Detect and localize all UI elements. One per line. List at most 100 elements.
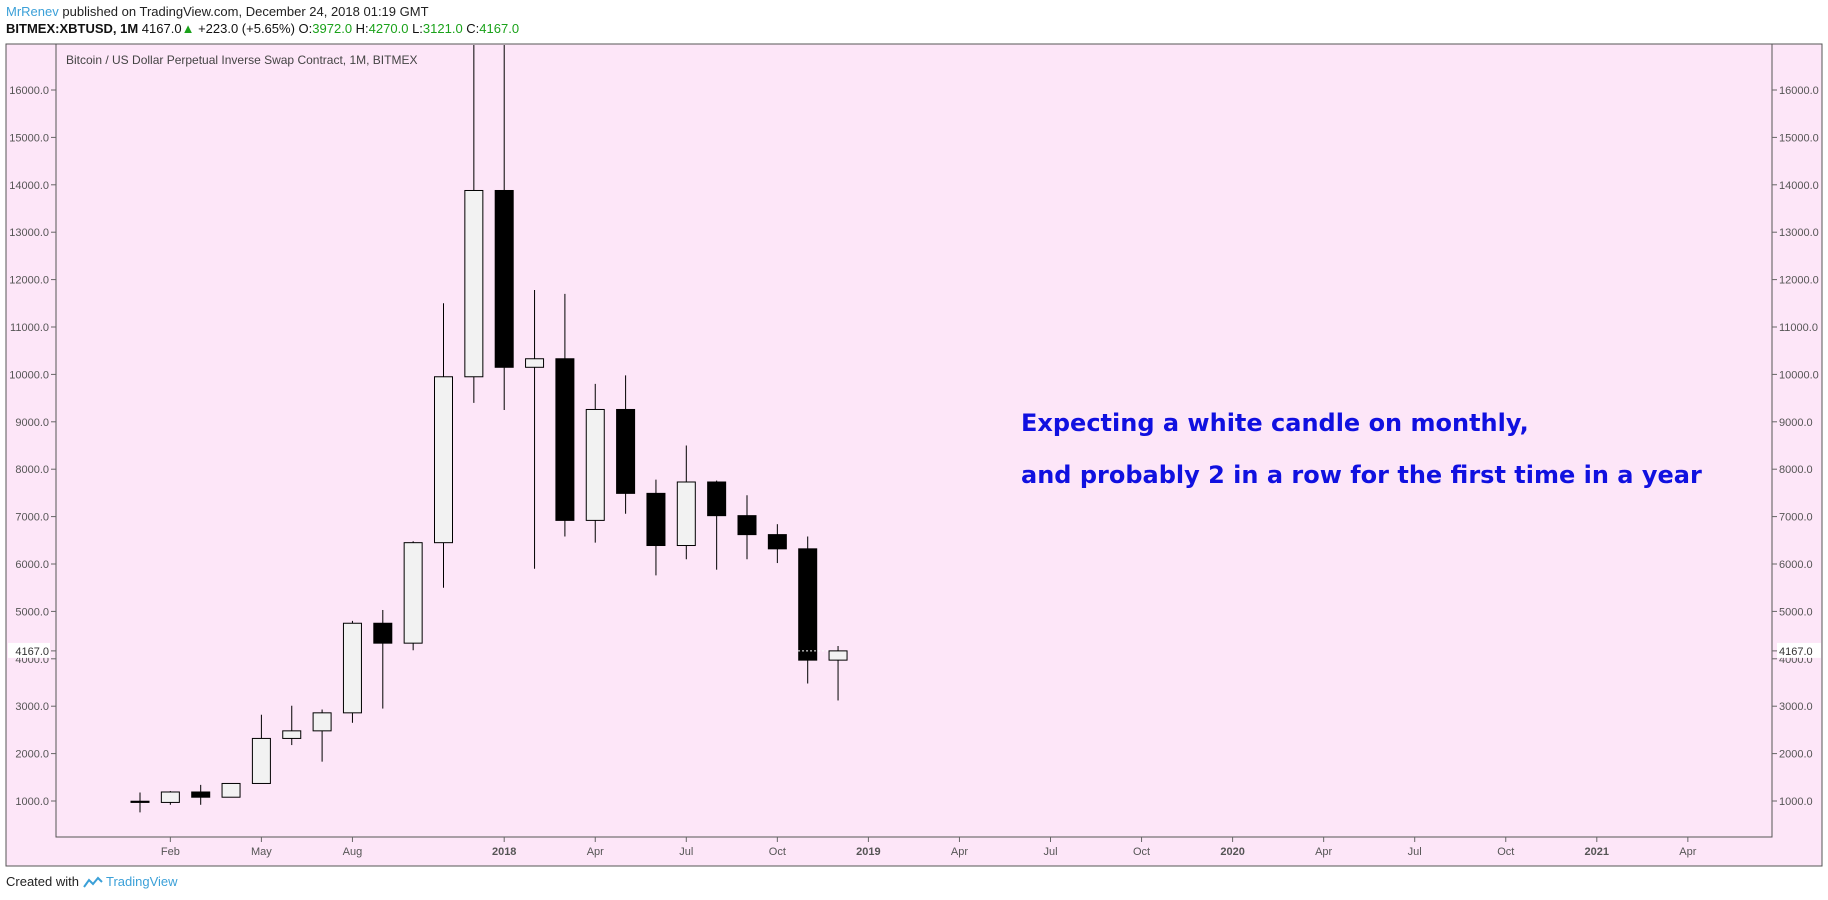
candle[interactable] <box>221 782 241 798</box>
candle[interactable] <box>616 375 636 514</box>
last-price-label-bg-left <box>8 642 50 658</box>
candle[interactable] <box>798 536 818 684</box>
high-value: 4270.0 <box>368 21 409 36</box>
y-tick-label-right: 1000.0 <box>1779 796 1813 808</box>
candle[interactable] <box>464 45 484 403</box>
candle-body-up <box>342 622 362 714</box>
candle-body-down <box>767 534 787 550</box>
y-tick-label-right: 16000.0 <box>1779 85 1819 97</box>
candle-body-up <box>676 481 696 547</box>
y-tick-label-left: 6000.0 <box>15 559 49 571</box>
y-tick-label-left: 1000.0 <box>15 796 49 808</box>
last-price: 4167.0 <box>141 21 182 36</box>
candle[interactable] <box>676 445 696 560</box>
y-tick-label-right: 9000.0 <box>1779 417 1813 429</box>
candle[interactable] <box>191 784 211 805</box>
y-tick-label-left: 16000.0 <box>9 85 49 97</box>
candle-body-down <box>130 800 150 803</box>
x-axis[interactable]: Feb May Aug 2018 Apr Jul Oct 2019 Apr Jul Oct 2020 A… <box>161 837 1697 858</box>
candle[interactable] <box>767 524 787 564</box>
y-tick-label-right: 13000.0 <box>1779 227 1819 239</box>
candle[interactable] <box>130 792 150 813</box>
x-tick-label: Apr <box>951 846 968 858</box>
candle-body-up <box>585 408 605 521</box>
chart-title: Bitcoin / US Dollar Perpetual Inverse Sw… <box>66 53 417 67</box>
annotation: Expecting a white candle on monthly, and… <box>1021 409 1702 489</box>
candle[interactable] <box>555 293 575 537</box>
y-tick-label-left: 15000.0 <box>9 132 49 144</box>
x-tick-label: Oct <box>769 846 786 858</box>
open-value: 3972.0 <box>312 21 353 36</box>
candle-body-up <box>525 358 545 368</box>
x-tick-label: Apr <box>587 846 604 858</box>
candle[interactable] <box>828 646 848 701</box>
candle[interactable] <box>434 303 453 588</box>
candle-body-down <box>798 548 818 661</box>
candle-body-down <box>555 358 575 521</box>
x-tick-label: 2020 <box>1220 846 1244 858</box>
candle[interactable] <box>312 709 332 762</box>
candle[interactable] <box>160 791 180 805</box>
candle-body-down <box>494 189 514 368</box>
y-tick-label-right: 12000.0 <box>1779 275 1819 287</box>
low-label: L: <box>412 21 423 36</box>
candle[interactable] <box>282 705 302 746</box>
x-tick-label: Jul <box>679 846 693 858</box>
author-link[interactable]: MrRenev <box>6 4 59 19</box>
y-tick-label-left: 11000.0 <box>10 322 49 334</box>
publish-text: published on TradingView.com, December 2… <box>62 4 429 19</box>
y-tick-label-right: 8000.0 <box>1779 464 1813 476</box>
candle-body-down <box>737 515 757 536</box>
x-tick-label: Feb <box>161 846 180 858</box>
candle[interactable] <box>646 479 666 576</box>
y-tick-label-left: 3000.0 <box>15 701 49 713</box>
candle[interactable] <box>585 383 605 543</box>
tradingview-logo-icon <box>83 876 103 888</box>
y-tick-label-left: 12000.0 <box>9 275 49 287</box>
y-tick-label-right: 6000.0 <box>1779 559 1813 571</box>
close-value: 4167.0 <box>479 21 520 36</box>
y-tick-label-right: 10000.0 <box>1779 369 1819 381</box>
publish-info: MrRenev published on TradingView.com, De… <box>6 4 429 19</box>
last-price-label-bg-right <box>1777 642 1821 658</box>
candle-body-down <box>373 622 393 644</box>
candle[interactable] <box>373 609 393 709</box>
y-tick-label-left: 9000.0 <box>15 417 49 429</box>
plot-area[interactable] <box>55 43 1773 838</box>
candle-body-down <box>616 408 636 494</box>
y-tick-label-right: 5000.0 <box>1779 606 1813 618</box>
y-tick-label-left: 13000.0 <box>9 227 49 239</box>
candle-body-up <box>221 782 241 798</box>
candle[interactable] <box>342 620 362 723</box>
x-tick-label: Jul <box>1043 846 1057 858</box>
high-label: H: <box>355 21 369 36</box>
candle[interactable] <box>494 45 514 410</box>
candle-body-down <box>646 492 666 547</box>
y-tick-label-right: 11000.0 <box>1779 322 1818 334</box>
candle-body-up <box>251 737 271 784</box>
candle[interactable] <box>251 714 271 784</box>
y-tick-label-left: 2000.0 <box>15 749 49 761</box>
candle[interactable] <box>707 480 727 570</box>
candles <box>130 45 848 813</box>
candle[interactable] <box>403 541 423 651</box>
ohlc-legend: BITMEX:XBTUSD, 1M 4167.0▲ +223.0 (+5.65%… <box>6 21 519 36</box>
footer: Created with TradingView <box>6 874 178 889</box>
y-axis-right[interactable]: 1000.02000.03000.04000.05000.06000.07000… <box>1772 85 1819 808</box>
x-tick-label: Apr <box>1679 846 1696 858</box>
x-tick-label: Aug <box>343 846 363 858</box>
candle[interactable] <box>737 495 757 560</box>
candle-body-up <box>312 712 332 732</box>
y-tick-label-right: 7000.0 <box>1779 512 1813 524</box>
tradingview-link[interactable]: TradingView <box>105 874 178 889</box>
y-tick-label-left: 8000.0 <box>15 464 49 476</box>
x-tick-label: 2018 <box>492 846 516 858</box>
y-tick-label-right: 14000.0 <box>1779 180 1819 192</box>
candle[interactable] <box>525 290 545 569</box>
y-tick-label-left: 5000.0 <box>15 606 49 618</box>
candle-body-down <box>191 791 211 798</box>
candle-body-up <box>282 730 302 739</box>
y-axis-left[interactable]: 1000.02000.03000.04000.05000.06000.07000… <box>9 85 56 808</box>
low-value: 3121.0 <box>422 21 463 36</box>
